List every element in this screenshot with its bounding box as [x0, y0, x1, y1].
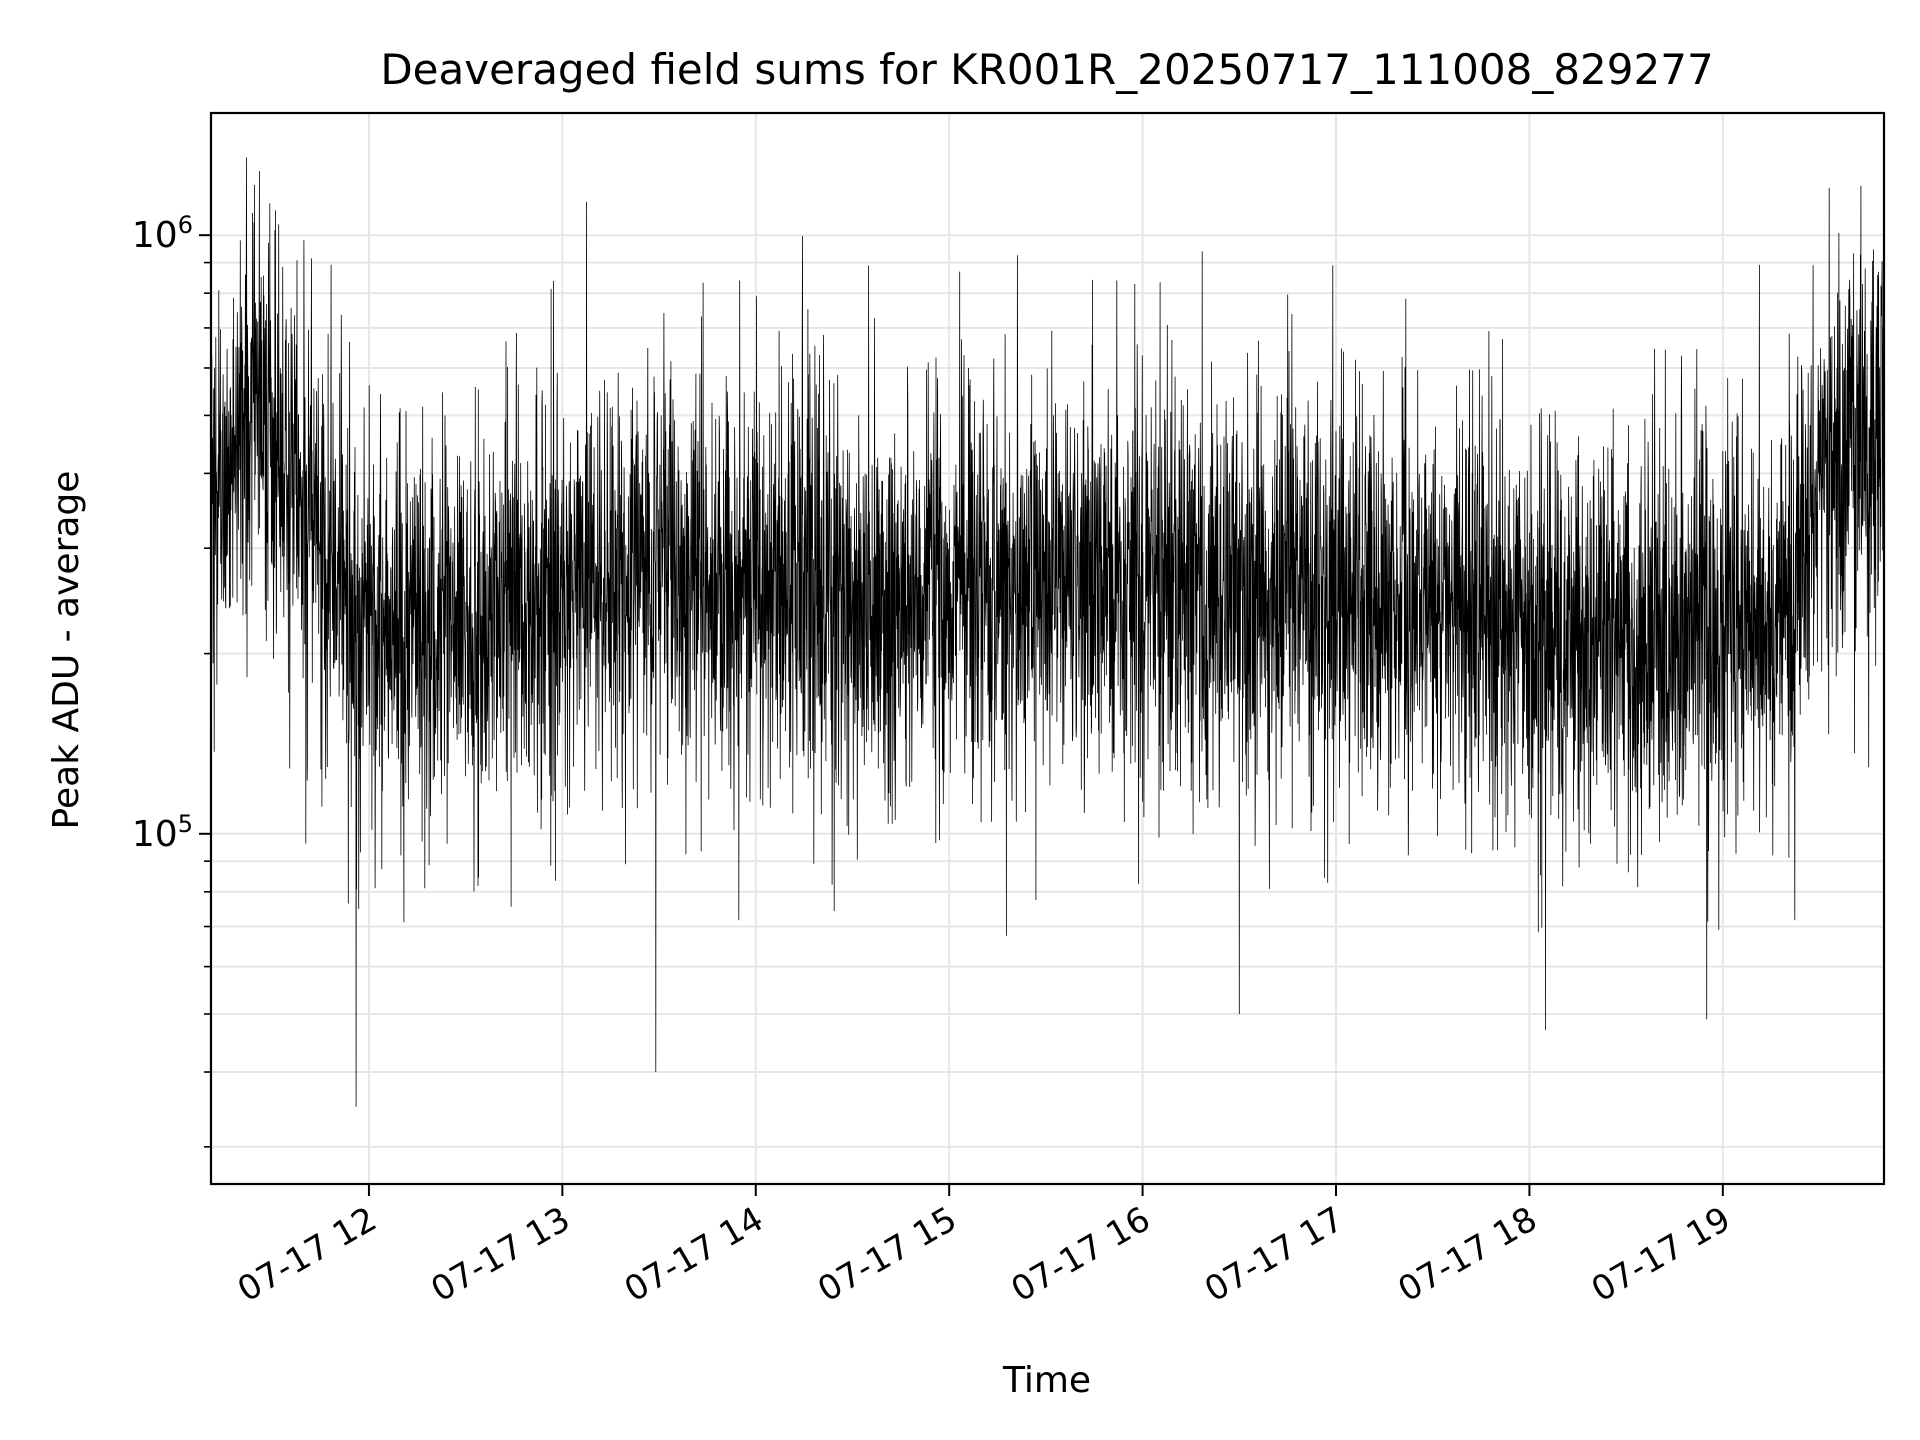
x-axis-label: Time: [1002, 1360, 1091, 1401]
y-tick-label: 106: [132, 211, 193, 256]
y-tick-label: 105: [132, 810, 193, 855]
y-axis-label: Peak ADU - average: [46, 471, 87, 830]
chart-title: Deaveraged field sums for KR001R_2025071…: [380, 45, 1713, 94]
data-series-line: [210, 157, 1885, 1107]
y-axis-ticks: 105 106: [132, 211, 211, 1148]
series-layer: [210, 157, 1885, 1107]
plot-frame: [209, 111, 1886, 1186]
